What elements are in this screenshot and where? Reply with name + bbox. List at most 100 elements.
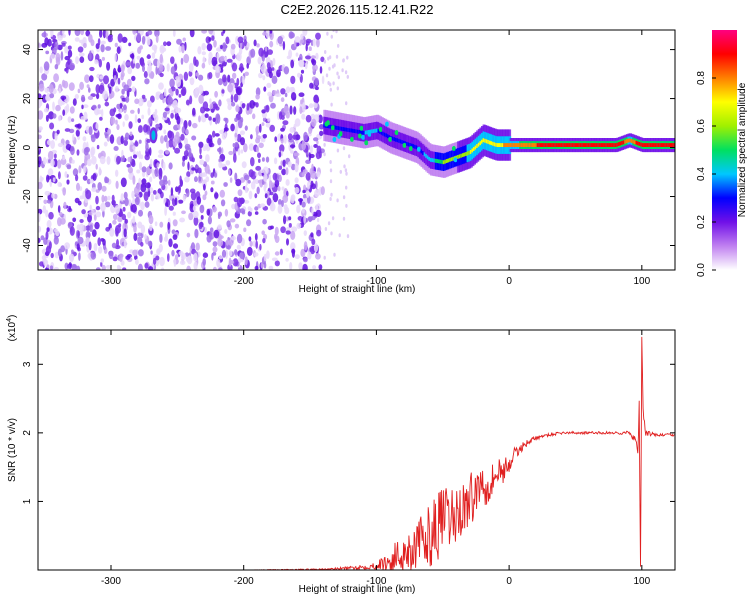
noise-speckle	[328, 55, 332, 60]
noise-speckle	[227, 83, 234, 93]
x-tick-label: -300	[101, 276, 121, 287]
noise-speckle	[145, 182, 151, 189]
noise-speckle	[329, 197, 332, 201]
noise-speckle	[71, 249, 74, 254]
colorbar-gradient	[712, 30, 737, 270]
noise-speckle	[43, 107, 49, 113]
noise-speckle	[66, 264, 71, 269]
noise-speckle	[97, 104, 101, 109]
ridge-blob	[408, 146, 413, 152]
noise-speckle	[77, 200, 82, 206]
noise-speckle	[60, 95, 67, 101]
noise-speckle	[314, 86, 319, 91]
noise-speckle	[88, 126, 93, 136]
noise-speckle	[230, 235, 236, 241]
ridge-core	[520, 143, 524, 147]
noise-speckle	[244, 71, 249, 77]
noise-speckle	[244, 174, 250, 181]
noise-speckle	[72, 217, 77, 223]
noise-speckle	[286, 55, 291, 60]
noise-speckle	[315, 52, 319, 60]
noise-speckle	[216, 47, 222, 52]
noise-speckle	[227, 104, 232, 111]
ridge-core	[643, 143, 647, 147]
ridge-core	[645, 143, 648, 147]
noise-speckle	[58, 171, 61, 180]
noise-speckle	[82, 136, 87, 142]
ridge-core	[539, 143, 543, 147]
noise-speckle	[280, 97, 285, 103]
noise-speckle	[346, 55, 349, 60]
ridge-core	[567, 143, 570, 147]
noise-speckle	[125, 96, 130, 103]
y-tick-label: 0	[22, 144, 33, 150]
noise-speckle	[68, 205, 72, 211]
noise-speckle	[203, 90, 209, 96]
y-tick-label: 40	[22, 44, 33, 56]
noise-speckle	[234, 249, 238, 256]
noise-speckle	[316, 38, 320, 48]
noise-speckle	[293, 152, 300, 157]
noise-speckle	[308, 46, 312, 51]
ridge-core	[468, 150, 472, 155]
noise-speckle	[240, 65, 243, 73]
noise-speckle	[71, 118, 75, 122]
noise-speckle	[229, 177, 233, 184]
noise-speckle	[305, 43, 308, 52]
noise-speckle	[197, 46, 202, 55]
noise-speckle	[99, 75, 104, 80]
noise-speckle	[160, 135, 164, 144]
noise-speckle	[294, 183, 300, 189]
noise-speckle	[221, 249, 227, 258]
noise-speckle	[171, 249, 175, 257]
noise-speckle	[132, 215, 136, 224]
noise-speckle	[210, 172, 214, 178]
ridge-core	[597, 143, 601, 147]
noise-speckle	[94, 221, 100, 230]
noise-speckle	[95, 122, 99, 130]
noise-speckle	[214, 192, 219, 199]
noise-speckle	[100, 238, 105, 242]
noise-speckle	[181, 210, 186, 215]
noise-speckle	[46, 264, 50, 269]
noise-speckle	[254, 193, 258, 199]
noise-speckle	[183, 150, 189, 157]
noise-speckle	[227, 74, 231, 83]
noise-speckle	[172, 234, 178, 241]
noise-speckle	[134, 141, 139, 147]
ridge-core	[549, 143, 553, 147]
noise-speckle	[269, 124, 276, 132]
noise-speckle	[310, 55, 316, 60]
noise-speckle	[62, 109, 66, 116]
noise-speckle	[170, 56, 175, 64]
noise-speckle	[131, 75, 136, 82]
noise-speckle	[188, 62, 194, 73]
noise-speckle	[117, 67, 122, 73]
noise-speckle	[83, 147, 89, 156]
noise-speckle	[101, 194, 105, 203]
noise-speckle	[285, 179, 290, 186]
noise-speckle	[284, 92, 288, 98]
noise-speckle	[112, 256, 118, 262]
noise-speckle	[285, 230, 291, 235]
noise-speckle	[53, 73, 59, 83]
noise-speckle	[243, 143, 248, 153]
noise-speckle	[83, 165, 87, 174]
noise-speckle	[203, 183, 206, 191]
noise-speckle	[182, 37, 186, 42]
noise-speckle	[170, 112, 174, 119]
noise-speckle	[263, 86, 267, 92]
noise-speckle	[255, 102, 259, 108]
noise-speckle	[235, 105, 240, 113]
noise-speckle	[221, 132, 227, 140]
noise-speckle	[64, 242, 70, 250]
noise-speckle	[79, 81, 84, 90]
noise-speckle	[53, 236, 59, 245]
noise-speckle	[264, 46, 268, 52]
ridge-core	[509, 143, 513, 147]
noise-speckle	[227, 99, 232, 106]
ridge-core	[461, 153, 465, 158]
noise-speckle	[185, 99, 190, 106]
ridge-core	[484, 138, 488, 143]
noise-speckle	[76, 182, 80, 191]
